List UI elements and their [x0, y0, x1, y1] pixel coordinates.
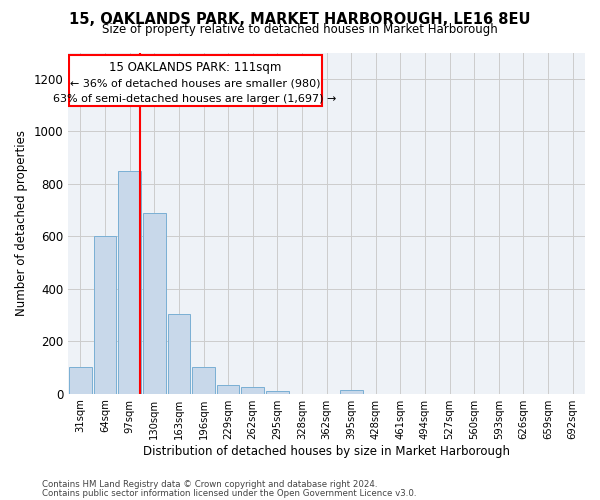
Bar	[68, 55, 322, 106]
Bar	[192, 368, 215, 394]
Bar	[118, 170, 141, 394]
Text: 63% of semi-detached houses are larger (1,697) →: 63% of semi-detached houses are larger (…	[53, 94, 337, 104]
Bar	[94, 236, 116, 394]
Bar	[241, 387, 264, 394]
Bar	[69, 368, 92, 394]
Text: Contains public sector information licensed under the Open Government Licence v3: Contains public sector information licen…	[42, 488, 416, 498]
Text: ← 36% of detached houses are smaller (980): ← 36% of detached houses are smaller (98…	[70, 78, 320, 88]
Text: Size of property relative to detached houses in Market Harborough: Size of property relative to detached ho…	[102, 24, 498, 36]
Bar	[266, 391, 289, 394]
Text: 15, OAKLANDS PARK, MARKET HARBOROUGH, LE16 8EU: 15, OAKLANDS PARK, MARKET HARBOROUGH, LE…	[69, 12, 531, 28]
Y-axis label: Number of detached properties: Number of detached properties	[15, 130, 28, 316]
Text: Contains HM Land Registry data © Crown copyright and database right 2024.: Contains HM Land Registry data © Crown c…	[42, 480, 377, 489]
Bar	[340, 390, 362, 394]
Bar	[217, 384, 239, 394]
Text: 15 OAKLANDS PARK: 111sqm: 15 OAKLANDS PARK: 111sqm	[109, 62, 281, 74]
Bar	[167, 314, 190, 394]
Bar	[143, 212, 166, 394]
X-axis label: Distribution of detached houses by size in Market Harborough: Distribution of detached houses by size …	[143, 444, 510, 458]
